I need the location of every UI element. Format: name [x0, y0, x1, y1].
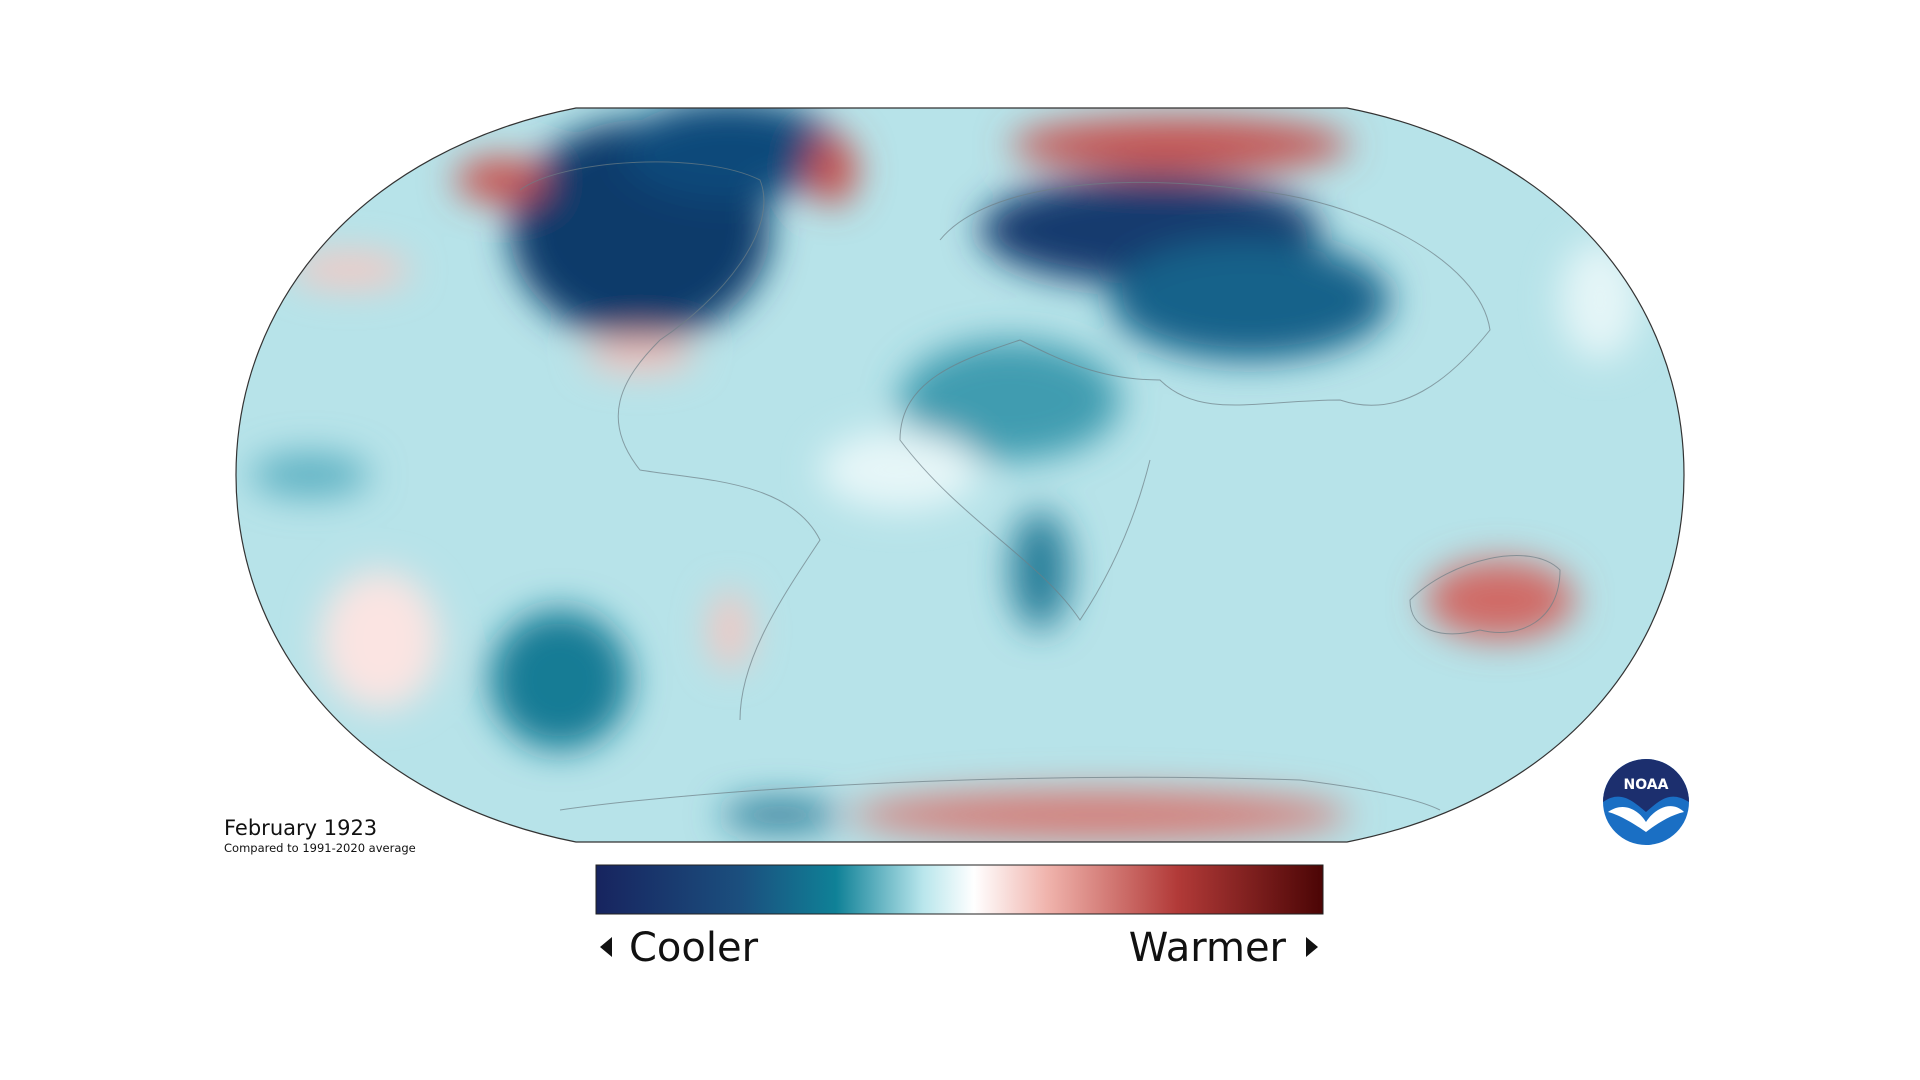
- cooler-arrow: [600, 937, 612, 957]
- warmer-label: Warmer: [1129, 925, 1287, 971]
- coastlines: [519, 161, 1561, 811]
- logo-text: NOAA: [1624, 777, 1669, 793]
- noaa-logo: NOAA: [1603, 759, 1689, 845]
- color-bar: [595, 864, 1324, 915]
- map-subtitle: Compared to 1991-2020 average: [224, 841, 416, 855]
- map-outline: [235, 107, 1685, 843]
- map-title: February 1923: [224, 816, 377, 840]
- cooler-label: Cooler: [629, 925, 759, 971]
- warmer-arrow: [1306, 937, 1318, 957]
- logo-bird: [1608, 806, 1684, 832]
- anomaly-map: [236, 108, 1684, 842]
- logo-top: [1603, 759, 1689, 812]
- anomaly-fields: [250, 108, 1640, 840]
